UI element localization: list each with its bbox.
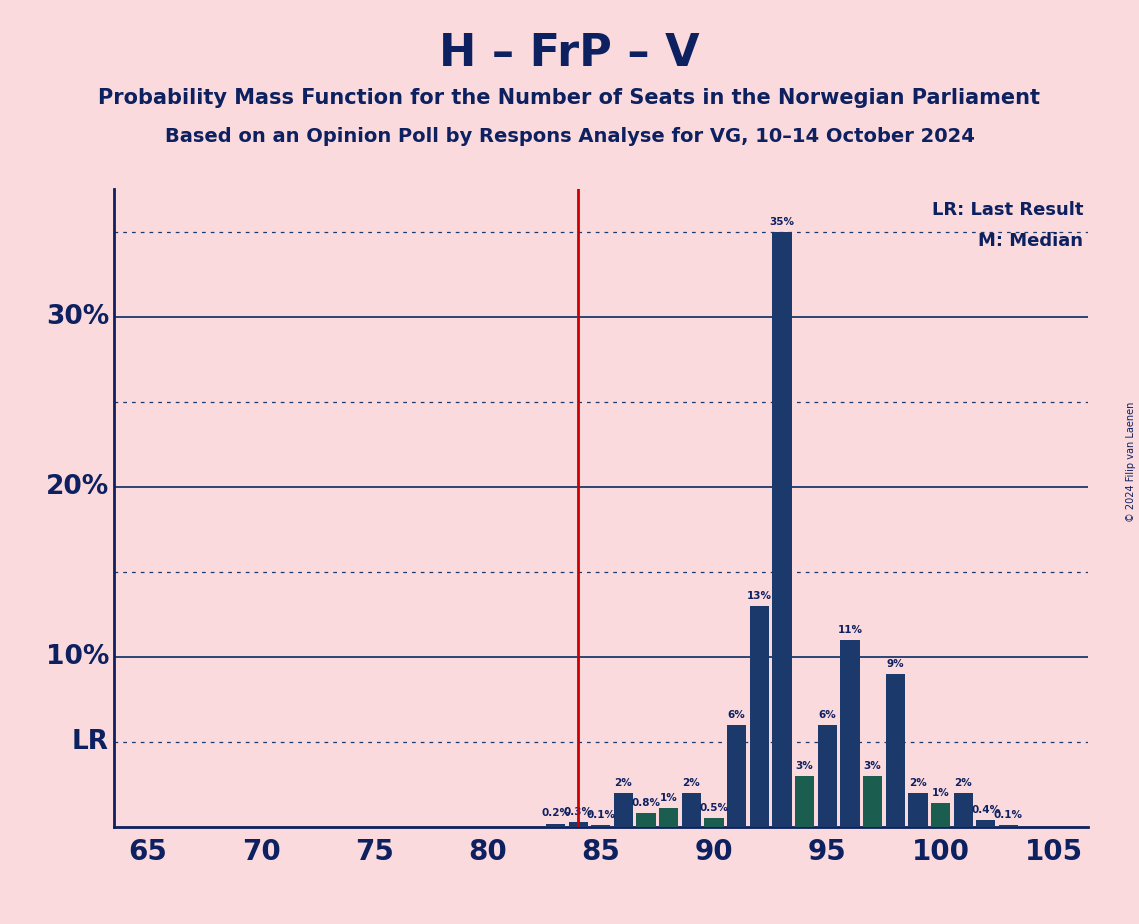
Text: 3%: 3% [863, 760, 882, 771]
Bar [908, 793, 927, 827]
Text: Probability Mass Function for the Number of Seats in the Norwegian Parliament: Probability Mass Function for the Number… [98, 88, 1041, 108]
Text: 2%: 2% [954, 778, 972, 788]
Text: 0.1%: 0.1% [994, 810, 1023, 821]
Bar [704, 819, 723, 827]
Text: 0.1%: 0.1% [587, 810, 615, 821]
Bar [614, 793, 633, 827]
Text: 30%: 30% [46, 304, 109, 330]
Bar [863, 776, 883, 827]
Text: 9%: 9% [886, 659, 904, 669]
Text: M: M [724, 509, 749, 533]
Text: © 2024 Filip van Laenen: © 2024 Filip van Laenen [1126, 402, 1136, 522]
Bar [818, 725, 837, 827]
Text: 0.5%: 0.5% [699, 803, 729, 813]
Text: 2%: 2% [682, 778, 700, 788]
Text: 13%: 13% [747, 590, 772, 601]
Bar [727, 725, 746, 827]
Text: 10%: 10% [46, 644, 109, 670]
Text: 2%: 2% [909, 778, 927, 788]
Text: 3%: 3% [796, 760, 813, 771]
Text: M: Median: M: Median [978, 232, 1083, 249]
Text: LR: LR [72, 729, 109, 755]
Text: 11%: 11% [837, 625, 862, 635]
Bar [886, 674, 904, 827]
Bar [841, 640, 860, 827]
Text: 6%: 6% [819, 710, 836, 720]
Bar [749, 606, 769, 827]
Text: 20%: 20% [46, 474, 109, 500]
Bar [953, 793, 973, 827]
Text: 0.8%: 0.8% [632, 798, 661, 808]
Bar [976, 821, 995, 827]
Bar [659, 808, 679, 827]
Text: 6%: 6% [728, 710, 746, 720]
Bar [568, 821, 588, 827]
Bar [637, 813, 656, 827]
Text: 1%: 1% [932, 788, 950, 798]
Text: 0.3%: 0.3% [564, 807, 592, 817]
Text: H – FrP – V: H – FrP – V [440, 32, 699, 76]
Bar [591, 825, 611, 827]
Bar [682, 793, 700, 827]
Bar [931, 803, 950, 827]
Bar [546, 823, 565, 827]
Bar [795, 776, 814, 827]
Text: Based on an Opinion Poll by Respons Analyse for VG, 10–14 October 2024: Based on an Opinion Poll by Respons Anal… [164, 127, 975, 146]
Text: 0.4%: 0.4% [972, 805, 1000, 815]
Text: 0.2%: 0.2% [541, 808, 570, 819]
Text: 35%: 35% [770, 217, 795, 226]
Text: 1%: 1% [659, 793, 678, 803]
Bar [772, 232, 792, 827]
Bar [999, 825, 1018, 827]
Text: LR: Last Result: LR: Last Result [932, 201, 1083, 219]
Text: 2%: 2% [615, 778, 632, 788]
